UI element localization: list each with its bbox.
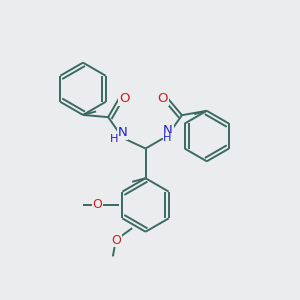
Text: O: O (92, 199, 102, 212)
Text: N: N (163, 124, 173, 137)
Text: O: O (119, 92, 130, 105)
Text: O: O (111, 233, 121, 247)
Text: N: N (118, 126, 128, 139)
Text: O: O (158, 92, 168, 105)
Text: H: H (163, 133, 172, 143)
Text: H: H (110, 134, 118, 144)
